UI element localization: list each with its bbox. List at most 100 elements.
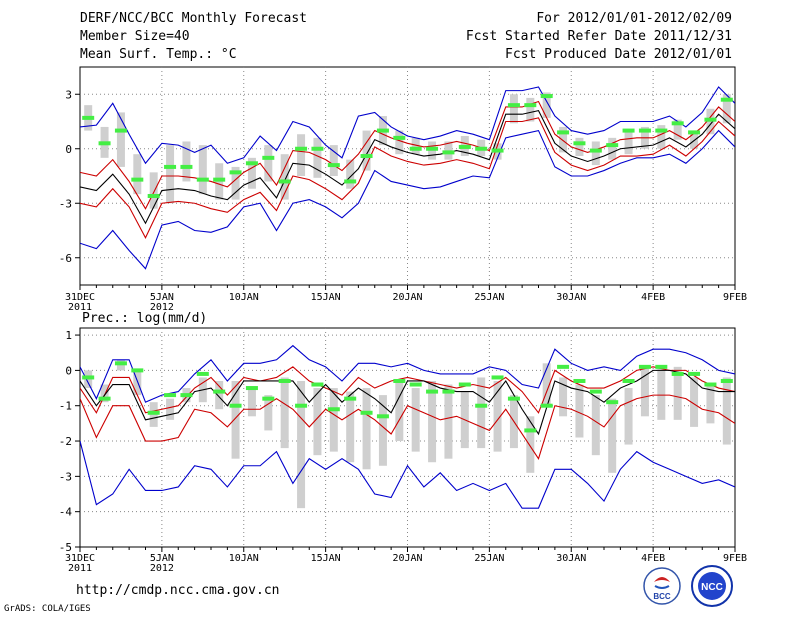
plot-area	[80, 86, 735, 270]
spread-lower-line	[80, 117, 735, 239]
x-tick-label: 5JAN	[150, 553, 174, 564]
member-range-box	[706, 384, 715, 424]
y-tick-label: 3	[65, 88, 72, 101]
ncc-logo-icon: NCC	[691, 565, 733, 607]
observed-marker	[589, 389, 602, 394]
member-range-box	[313, 137, 322, 178]
observed-marker	[360, 410, 373, 415]
observed-marker	[507, 396, 520, 401]
observed-marker	[507, 103, 520, 108]
member-range-box	[722, 377, 731, 445]
x-tick-label: 25JAN	[474, 292, 504, 303]
spread-upper-line	[80, 100, 735, 210]
observed-marker	[344, 396, 357, 401]
member-range-box	[428, 380, 437, 463]
observed-marker	[557, 130, 570, 135]
member-range-box	[526, 416, 535, 473]
x-tick-sublabel: 2011	[68, 302, 92, 313]
observed-marker	[262, 155, 275, 160]
panel-title: Prec.: log(mm/d)	[82, 311, 207, 326]
y-tick-label: -3	[59, 197, 72, 210]
observed-marker	[573, 378, 586, 383]
x-tick-label: 30JAN	[556, 553, 586, 564]
observed-marker	[573, 141, 586, 146]
observed-marker	[409, 382, 422, 387]
observed-marker	[606, 143, 619, 148]
observed-marker	[82, 115, 95, 120]
observed-marker	[245, 386, 258, 391]
member-range-box	[247, 388, 256, 417]
member-range-box	[444, 384, 453, 459]
observed-marker	[524, 428, 537, 433]
x-tick-label: 9FEB	[723, 553, 747, 564]
observed-marker	[458, 144, 471, 149]
member-range-box	[493, 380, 502, 452]
member-range-box	[362, 130, 371, 171]
x-tick-label: 31DEC	[65, 292, 95, 303]
min-line	[80, 440, 735, 509]
observed-marker	[327, 407, 340, 412]
y-tick-label: 0	[65, 364, 72, 377]
x-tick-sublabel: 2011	[68, 563, 92, 574]
observed-marker	[360, 154, 373, 159]
x-tick-label: 5JAN	[150, 292, 174, 303]
observed-marker	[671, 371, 684, 376]
member-size: Member Size=40	[80, 29, 190, 44]
member-range-box	[215, 380, 224, 410]
member-range-box	[477, 377, 486, 449]
observed-marker	[164, 393, 177, 398]
observed-marker	[491, 375, 504, 380]
observed-marker	[180, 164, 193, 169]
observed-marker	[704, 382, 717, 387]
observed-marker	[475, 403, 488, 408]
observed-marker	[426, 389, 439, 394]
member-range-box	[559, 377, 568, 417]
member-range-box	[182, 141, 191, 182]
forecast-period: For 2012/01/01-2012/02/09	[536, 11, 732, 26]
observed-marker	[720, 97, 733, 102]
observed-marker	[622, 378, 635, 383]
x-tick-label: 31DEC	[65, 553, 95, 564]
observed-marker	[737, 393, 749, 397]
member-range-box	[378, 395, 387, 466]
produced-date: Fcst Produced Date 2012/01/01	[505, 47, 732, 62]
start-date: Fcst Started Refer Date 2011/12/31	[465, 29, 732, 44]
member-range-box	[133, 370, 142, 396]
member-range-box	[297, 380, 306, 509]
min-line	[80, 129, 735, 270]
observed-marker	[311, 382, 324, 387]
member-range-box	[411, 388, 420, 452]
member-range-box	[100, 384, 109, 403]
member-range-box	[722, 94, 731, 124]
y-tick-label: 0	[65, 143, 72, 156]
observed-marker	[540, 403, 553, 408]
member-range-box	[280, 377, 289, 449]
observed-marker	[638, 364, 651, 369]
observed-marker	[475, 146, 488, 151]
member-range-box	[329, 145, 338, 176]
observed-marker	[426, 146, 439, 151]
observed-marker	[164, 164, 177, 169]
plot-area	[80, 344, 749, 509]
x-tick-sublabel: 2012	[150, 302, 174, 313]
member-range-box	[231, 380, 240, 459]
member-range-box	[297, 134, 306, 176]
member-range-box	[346, 159, 355, 189]
member-range-box	[690, 130, 699, 149]
member-range-box	[509, 94, 518, 124]
y-tick-label: 1	[65, 329, 72, 342]
x-tick-label: 30JAN	[556, 292, 586, 303]
observed-marker	[262, 396, 275, 401]
observed-marker	[114, 361, 127, 366]
website-link[interactable]: http://cmdp.ncc.cma.gov.cn	[76, 583, 280, 598]
observed-marker	[638, 128, 651, 133]
x-tick-sublabel: 2012	[150, 563, 174, 574]
observed-marker	[131, 368, 144, 373]
x-tick-label: 20JAN	[392, 292, 422, 303]
y-tick-label: -3	[59, 470, 72, 483]
member-range-box	[133, 154, 142, 195]
bcc-logo-icon: BCC	[643, 567, 681, 605]
x-tick-label: 4FEB	[641, 292, 665, 303]
